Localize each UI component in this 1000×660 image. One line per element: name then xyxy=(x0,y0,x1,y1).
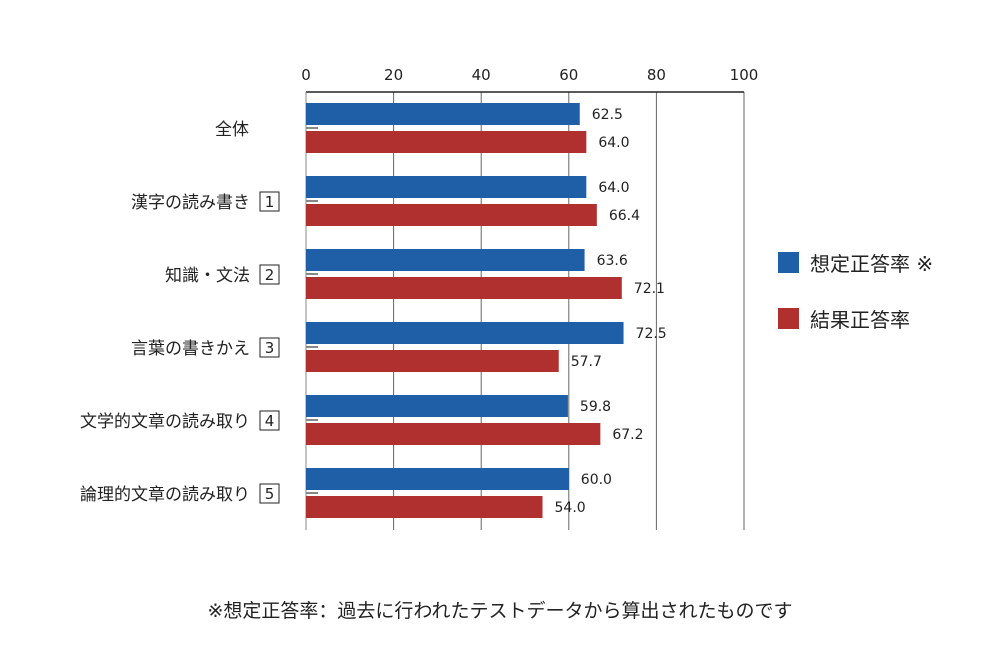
category-label: 知識・文法 xyxy=(165,266,250,286)
data-label: 64.0 xyxy=(598,135,629,151)
bar-result xyxy=(306,496,543,518)
category-number: 1 xyxy=(265,193,275,211)
bar-result xyxy=(306,204,597,226)
bar-expected xyxy=(306,468,569,490)
data-label: 62.5 xyxy=(592,107,623,123)
data-label: 63.6 xyxy=(597,253,628,269)
data-label: 59.8 xyxy=(580,399,611,415)
category-label: 漢字の読み書き xyxy=(131,193,250,213)
data-label: 66.4 xyxy=(609,208,640,224)
data-label: 72.5 xyxy=(636,326,667,342)
legend-swatch xyxy=(778,252,799,273)
x-tick-label: 0 xyxy=(301,66,311,84)
category-number: 2 xyxy=(265,266,275,284)
x-tick-label: 40 xyxy=(472,66,491,84)
category-label: 論理的文章の読み取り xyxy=(80,485,250,505)
data-label: 64.0 xyxy=(598,180,629,196)
bar-expected xyxy=(306,249,585,271)
category-number: 5 xyxy=(265,485,275,503)
category-number-box xyxy=(259,410,280,431)
x-tick-label: 20 xyxy=(384,66,403,84)
category-number-box xyxy=(259,337,280,358)
bar-result xyxy=(306,277,622,299)
bar-expected xyxy=(306,103,580,125)
data-label: 67.2 xyxy=(612,427,643,443)
footnote: ※想定正答率：過去に行われたテストデータから算出されたものです xyxy=(207,600,793,622)
bar-result xyxy=(306,350,559,372)
bar-expected xyxy=(306,395,568,417)
category-label: 文学的文章の読み取り xyxy=(80,412,250,432)
legend-label: 想定正答率 ※ xyxy=(810,252,933,276)
category-number-box xyxy=(259,191,280,212)
data-label: 57.7 xyxy=(571,354,602,370)
data-label: 54.0 xyxy=(555,500,586,516)
bar-result xyxy=(306,423,601,445)
bar-expected xyxy=(306,176,587,198)
x-tick-label: 80 xyxy=(647,66,666,84)
bar-expected xyxy=(306,322,624,344)
bar-result xyxy=(306,131,587,153)
data-label: 72.1 xyxy=(634,281,665,297)
category-number: 3 xyxy=(265,339,275,357)
legend-label: 結果正答率 xyxy=(810,308,910,332)
category-number: 4 xyxy=(265,412,275,430)
x-tick-label: 60 xyxy=(559,66,578,84)
category-number-box xyxy=(259,483,280,504)
category-label: 言葉の書きかえ xyxy=(131,339,250,359)
category-number-box xyxy=(259,264,280,285)
data-label: 60.0 xyxy=(581,472,612,488)
legend-swatch xyxy=(778,308,799,329)
category-label: 全体 xyxy=(215,120,249,140)
x-tick-label: 100 xyxy=(730,66,759,84)
